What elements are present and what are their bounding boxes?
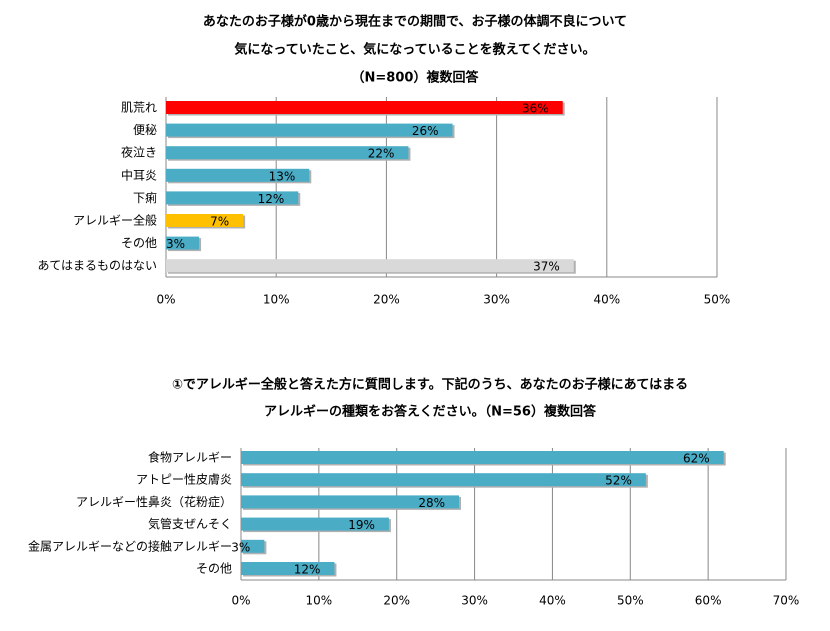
value-label: 3%: [166, 237, 185, 251]
category-label: 中耳炎: [121, 167, 157, 182]
value-label: 3%: [231, 540, 250, 554]
x-tick-label: 0%: [156, 293, 175, 307]
category-label: 食物アレルギー: [148, 450, 232, 465]
category-label: アレルギー性鼻炎（花粉症）: [76, 494, 232, 509]
category-label: 気管支ぜんそく: [148, 516, 232, 531]
bar: [166, 101, 563, 114]
bar: [241, 495, 459, 509]
category-label: 肌荒れ: [121, 101, 157, 115]
x-tick-label: 40%: [593, 293, 620, 307]
value-label: 22%: [368, 147, 395, 161]
x-tick-label: 30%: [483, 293, 510, 307]
value-label: 7%: [210, 215, 229, 229]
value-label: 19%: [348, 518, 375, 532]
bar: [166, 168, 310, 182]
chart-title: アレルギーの種類をお答えください。（N=56）複数回答: [264, 404, 597, 420]
bar: [241, 473, 646, 487]
value-label: 12%: [258, 192, 285, 206]
bar: [166, 146, 409, 160]
bar: [241, 562, 335, 575]
bar: [166, 259, 574, 273]
x-tick-label: 10%: [263, 293, 290, 307]
bar: [166, 236, 200, 250]
category-label: あてはまるものはない: [37, 259, 157, 273]
chart-title: （N=800）複数回答: [352, 70, 480, 86]
x-tick-label: 70%: [773, 594, 800, 608]
bar: [241, 517, 389, 531]
x-tick-label: 20%: [383, 594, 410, 608]
chart-title: あなたのお子様が0歳から現在までの期間で、お子様の体調不良について: [203, 14, 627, 30]
bar: [241, 451, 724, 464]
bar: [166, 123, 453, 137]
chart-title: ①でアレルギー全般と答えた方に質問します。下記のうち、あなたのお子様にあてはまる: [172, 377, 688, 393]
value-label: 36%: [522, 102, 549, 116]
category-label: その他: [121, 236, 157, 250]
category-label: 下痢: [133, 190, 157, 205]
value-label: 28%: [418, 496, 445, 510]
category-label: アレルギー全般: [73, 213, 157, 228]
x-tick-label: 60%: [695, 594, 722, 608]
value-label: 26%: [412, 124, 439, 138]
category-label: その他: [196, 562, 232, 576]
x-tick-label: 10%: [306, 594, 333, 608]
x-tick-label: 40%: [539, 594, 566, 608]
value-label: 37%: [533, 260, 560, 274]
x-tick-label: 30%: [461, 594, 488, 608]
value-label: 13%: [269, 169, 296, 183]
value-label: 52%: [605, 474, 632, 488]
bar: [241, 539, 265, 553]
chart-title: 気になっていたこと、気になっていることを教えてください。: [234, 42, 595, 58]
bar: [166, 191, 299, 205]
value-label: 62%: [683, 452, 710, 466]
value-label: 12%: [294, 563, 321, 577]
bar: [166, 214, 244, 227]
category-label: 夜泣き: [121, 145, 157, 160]
x-tick-label: 0%: [231, 594, 250, 608]
category-label: 便秘: [133, 123, 157, 137]
x-tick-label: 20%: [373, 293, 400, 307]
category-label: 金属アレルギーなどの接触アレルギー: [28, 538, 232, 553]
x-tick-label: 50%: [704, 293, 731, 307]
x-tick-label: 50%: [617, 594, 644, 608]
category-label: アトピー性皮膚炎: [136, 472, 232, 487]
